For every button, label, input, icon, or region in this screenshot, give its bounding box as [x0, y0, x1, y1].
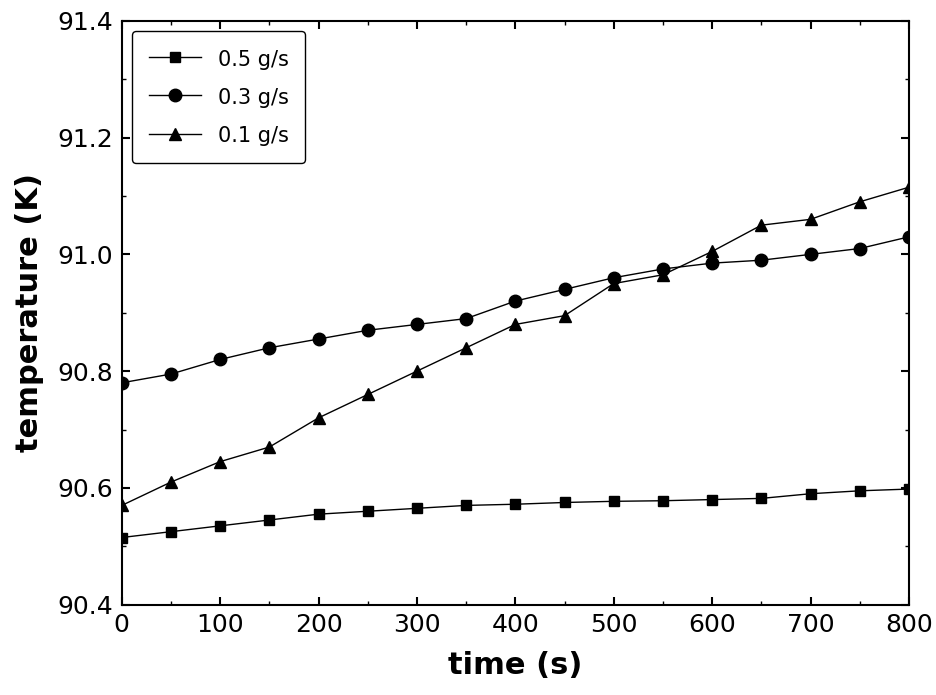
0.1 g/s — [411, 367, 422, 375]
Line: 0.3 g/s: 0.3 g/s — [115, 231, 914, 389]
0.5 g/s — [607, 497, 619, 505]
0.3 g/s — [902, 233, 914, 241]
0.3 g/s — [461, 314, 471, 322]
0.1 g/s — [706, 247, 717, 256]
0.5 g/s — [656, 496, 667, 505]
0.5 g/s — [461, 501, 471, 509]
0.5 g/s — [853, 486, 864, 495]
0.5 g/s — [706, 496, 717, 504]
0.3 g/s — [754, 256, 766, 264]
0.3 g/s — [411, 320, 422, 329]
0.3 g/s — [264, 343, 275, 352]
0.3 g/s — [165, 370, 176, 378]
0.1 g/s — [361, 391, 373, 399]
Y-axis label: temperature (K): temperature (K) — [15, 173, 44, 452]
0.5 g/s — [165, 528, 176, 536]
0.1 g/s — [461, 343, 471, 352]
X-axis label: time (s): time (s) — [447, 651, 582, 680]
0.5 g/s — [558, 498, 569, 507]
0.1 g/s — [264, 443, 275, 451]
0.1 g/s — [804, 215, 815, 224]
0.5 g/s — [509, 500, 520, 509]
0.1 g/s — [509, 320, 520, 329]
Line: 0.5 g/s: 0.5 g/s — [117, 484, 913, 542]
0.5 g/s — [214, 522, 226, 530]
0.3 g/s — [214, 355, 226, 363]
0.3 g/s — [558, 285, 569, 293]
0.5 g/s — [264, 516, 275, 524]
0.3 g/s — [804, 250, 815, 259]
0.1 g/s — [607, 279, 619, 288]
0.3 g/s — [313, 335, 324, 343]
0.5 g/s — [754, 494, 766, 502]
0.5 g/s — [116, 533, 127, 541]
0.3 g/s — [361, 326, 373, 334]
0.1 g/s — [214, 457, 226, 466]
0.1 g/s — [313, 414, 324, 422]
0.3 g/s — [116, 379, 127, 387]
0.3 g/s — [853, 245, 864, 253]
0.3 g/s — [509, 297, 520, 305]
0.1 g/s — [902, 183, 914, 191]
0.3 g/s — [656, 265, 667, 273]
0.5 g/s — [902, 485, 914, 493]
0.1 g/s — [656, 270, 667, 279]
0.5 g/s — [361, 507, 373, 516]
0.3 g/s — [607, 274, 619, 282]
0.3 g/s — [706, 259, 717, 268]
0.5 g/s — [411, 504, 422, 512]
0.5 g/s — [313, 510, 324, 518]
Legend: 0.5 g/s, 0.3 g/s, 0.1 g/s: 0.5 g/s, 0.3 g/s, 0.1 g/s — [132, 31, 305, 163]
0.1 g/s — [558, 311, 569, 320]
0.1 g/s — [165, 478, 176, 486]
0.1 g/s — [853, 197, 864, 206]
Line: 0.1 g/s: 0.1 g/s — [115, 181, 914, 512]
0.1 g/s — [754, 221, 766, 229]
0.5 g/s — [804, 489, 815, 498]
0.1 g/s — [116, 501, 127, 509]
